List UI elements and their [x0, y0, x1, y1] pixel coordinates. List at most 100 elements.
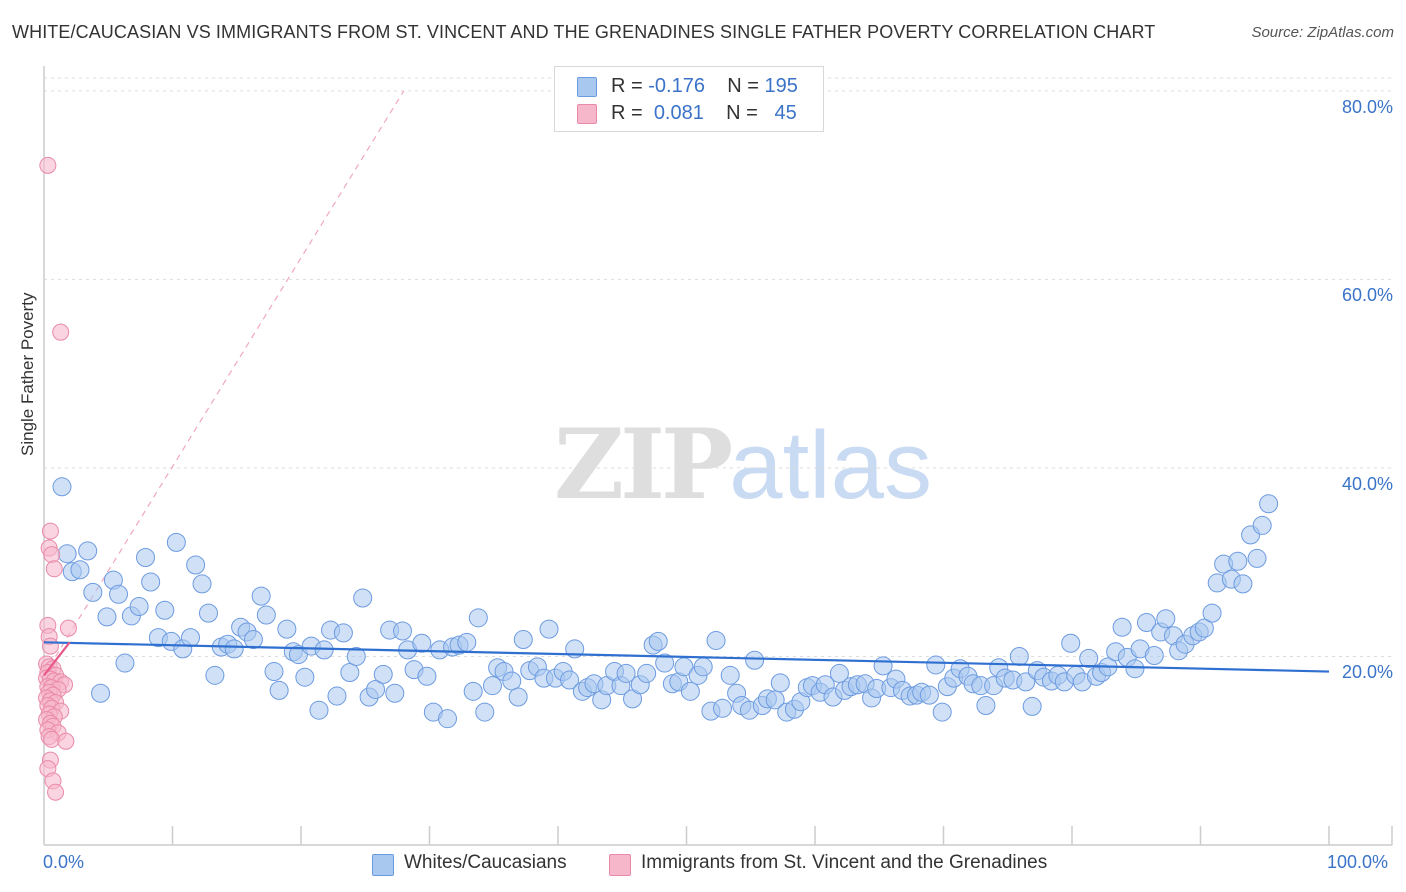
legend-r-value-whites: -0.176 — [648, 75, 705, 97]
legend-r-value-immigrants: 0.081 — [653, 102, 704, 124]
whites-data-point — [295, 667, 315, 687]
whites-data-point — [141, 572, 161, 592]
immigrants-data-point — [39, 156, 57, 174]
whites-data-point — [463, 681, 483, 701]
pink-trend-dashed-line — [43, 90, 405, 676]
legend-n-value-immigrants: 45 — [774, 102, 797, 124]
bottom-legend-swatch-immigrants — [609, 854, 631, 876]
whites-data-point — [1252, 515, 1272, 535]
whites-data-point — [70, 560, 90, 580]
whites-data-point — [109, 584, 129, 604]
whites-data-point — [264, 662, 284, 682]
immigrants-data-point — [41, 637, 59, 655]
whites-data-point — [192, 574, 212, 594]
whites-data-point — [468, 608, 488, 628]
whites-data-point — [57, 544, 77, 564]
whites-data-point — [976, 695, 996, 715]
whites-data-point — [926, 655, 946, 675]
whites-data-point — [1061, 633, 1081, 653]
whites-data-point — [333, 623, 353, 643]
legend-r-label: R = — [611, 75, 649, 97]
immigrants-data-point — [59, 619, 77, 637]
whites-data-point — [417, 666, 437, 686]
whites-data-point — [508, 687, 528, 707]
whites-data-point — [166, 532, 186, 552]
immigrants-data-point — [45, 560, 63, 578]
whites-data-point — [1228, 551, 1248, 571]
whites-data-point — [1194, 618, 1214, 638]
whites-data-point — [198, 603, 218, 623]
pink-trend-extended — [43, 90, 405, 676]
whites-data-point — [346, 646, 366, 666]
watermark-atlas: atlas — [729, 412, 932, 519]
whites-data-point — [277, 619, 297, 639]
immigrants-data-point — [57, 732, 75, 750]
legend-n-label: N = — [726, 102, 764, 124]
whites-data-point — [180, 628, 200, 648]
series-whites-points — [52, 477, 1279, 729]
whites-data-point — [205, 665, 225, 685]
legend-swatch-whites — [577, 77, 597, 97]
whites-data-point — [1233, 574, 1253, 594]
whites-data-point — [115, 653, 135, 673]
whites-data-point — [353, 588, 373, 608]
whites-data-point — [136, 547, 156, 567]
watermark: ZIPatlas — [554, 408, 932, 521]
whites-data-point — [251, 586, 271, 606]
whites-data-point — [1022, 696, 1042, 716]
grid-lines — [44, 77, 1392, 657]
whites-data-point — [186, 555, 206, 575]
whites-data-point — [1137, 613, 1157, 633]
x-tick-label-min: 0.0% — [43, 852, 85, 872]
whites-trend-line — [43, 641, 1330, 673]
whites-data-point — [393, 621, 413, 641]
whites-data-point — [932, 702, 952, 722]
whites-data-point — [919, 685, 939, 705]
whites-data-point — [648, 631, 668, 651]
source-label: Source: ZipAtlas.com — [1251, 24, 1394, 41]
bottom-legend-swatch-whites — [372, 854, 394, 876]
y-tick-label: 80.0% — [1341, 96, 1393, 117]
y-axis-label: Single Father Poverty — [18, 292, 37, 456]
whites-data-point — [224, 639, 244, 659]
y-tick-label: 20.0% — [1341, 662, 1393, 683]
correlation-legend: R = -0.176 N = 195 R = 0.081 N = 45 — [554, 66, 824, 132]
whites-data-point — [637, 663, 657, 683]
whites-data-point — [373, 664, 393, 684]
watermark-zip: ZIP — [554, 408, 733, 521]
whites-data-point — [502, 671, 522, 691]
whites-data-point — [129, 597, 149, 617]
whites-data-point — [513, 629, 533, 649]
whites-data-point — [560, 670, 580, 690]
immigrants-trend-line — [43, 641, 71, 676]
whites-data-point — [745, 650, 765, 670]
whites-data-point — [256, 605, 276, 625]
whites-data-point — [1156, 609, 1176, 629]
whites-data-point — [1202, 603, 1222, 623]
immigrants-data-point — [43, 546, 61, 564]
whites-data-point — [482, 676, 502, 696]
whites-data-point — [1125, 659, 1145, 679]
whites-data-point — [327, 686, 347, 706]
whites-data-point — [720, 665, 740, 685]
y-tick-label: 40.0% — [1341, 473, 1393, 494]
whites-data-point — [83, 582, 103, 602]
legend-swatch-immigrants — [577, 104, 597, 124]
whites-data-point — [1079, 648, 1099, 668]
whites-data-point — [475, 702, 495, 722]
whites-data-point — [91, 683, 111, 703]
legend-r-label: R = — [611, 102, 649, 124]
whites-data-point — [655, 653, 675, 673]
trend-lines — [43, 641, 1330, 676]
whites-data-point — [385, 683, 405, 703]
whites-data-point — [1112, 617, 1132, 637]
whites-data-point — [52, 477, 72, 497]
whites-data-point — [340, 662, 360, 682]
whites-data-point — [706, 630, 726, 650]
whites-data-point — [457, 632, 477, 652]
whites-data-point — [155, 600, 175, 620]
immigrants-data-point — [47, 783, 65, 801]
whites-data-point — [309, 700, 329, 720]
whites-data-point — [412, 633, 432, 653]
